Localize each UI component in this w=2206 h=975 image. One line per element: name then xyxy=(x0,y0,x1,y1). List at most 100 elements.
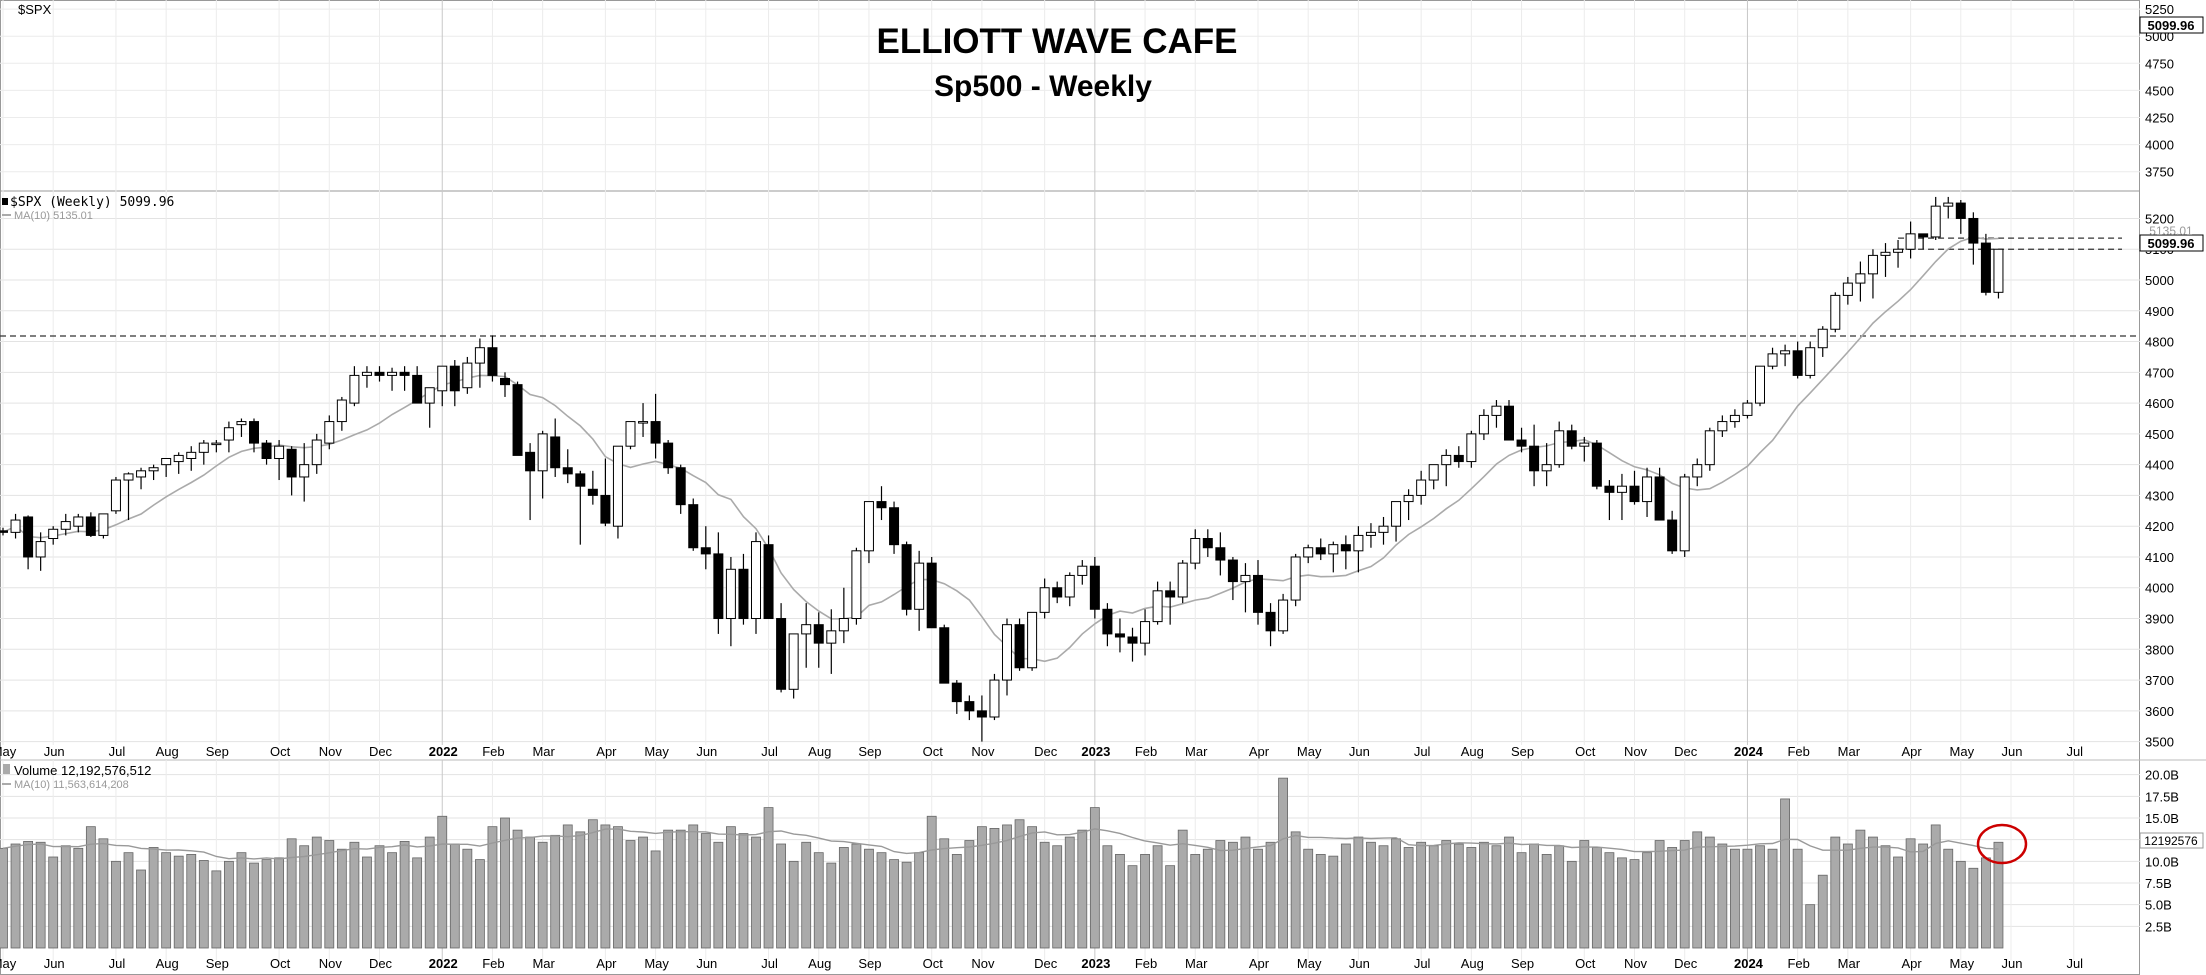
candle-up xyxy=(1190,538,1201,564)
volume-bar xyxy=(1115,854,1125,949)
candle xyxy=(1152,581,1163,625)
volume-bar xyxy=(35,841,46,949)
candle xyxy=(1202,529,1213,557)
volume-x-label: 2023 xyxy=(1081,956,1110,971)
volume-bar xyxy=(462,848,473,949)
volume-bar xyxy=(713,841,724,949)
candle xyxy=(1240,563,1251,613)
candle xyxy=(374,366,385,382)
candle-up xyxy=(989,679,1000,718)
candle xyxy=(474,338,485,388)
candle xyxy=(1140,609,1151,656)
candle xyxy=(1830,292,1841,333)
candle-up xyxy=(48,528,59,540)
volume-bar xyxy=(1717,843,1728,949)
price-candles xyxy=(0,196,2004,742)
volume-bar xyxy=(977,826,987,949)
candle xyxy=(1943,196,1954,219)
candle-down xyxy=(876,501,887,509)
candle-down xyxy=(1014,624,1025,669)
candle xyxy=(123,472,134,521)
candle-up xyxy=(1579,442,1590,447)
price-x-label: May xyxy=(1297,744,1322,759)
candle xyxy=(1340,535,1351,570)
candle xyxy=(1955,200,1966,234)
volume-x-label: 2022 xyxy=(429,956,458,971)
symbol-label: $SPX xyxy=(18,2,52,17)
candle-up xyxy=(1077,565,1088,576)
volume-bar xyxy=(738,833,749,949)
volume-bar xyxy=(989,828,1000,949)
candle-up xyxy=(1767,353,1778,367)
volume-bar xyxy=(675,829,686,949)
candle xyxy=(688,498,699,551)
volume-bar xyxy=(864,848,874,949)
candle xyxy=(1679,473,1690,557)
candle-up xyxy=(1064,574,1075,598)
candle xyxy=(1102,603,1113,647)
volume-bar xyxy=(1604,852,1615,949)
volume-x-label: Oct xyxy=(923,956,944,971)
price-legend-icon xyxy=(2,198,8,205)
candle-up xyxy=(211,442,222,446)
candle xyxy=(537,430,548,499)
candle-up xyxy=(1704,430,1715,466)
volume-highlight-circle xyxy=(1976,823,2028,865)
volume-bar xyxy=(1202,848,1213,949)
price-tick-label: 3600 xyxy=(2145,704,2174,719)
volume-x-label: Nov xyxy=(1624,956,1648,971)
candle-up xyxy=(1755,365,1765,404)
candle-down xyxy=(85,516,96,536)
candle-down xyxy=(1566,430,1577,447)
candle-down xyxy=(562,467,573,475)
candle xyxy=(713,532,724,634)
upper-tick-label: 4250 xyxy=(2145,111,2174,126)
price-x-label: Jul xyxy=(761,744,778,759)
candle xyxy=(1391,501,1402,542)
candle-down xyxy=(713,553,724,620)
volume-bar xyxy=(613,826,623,949)
volume-bar xyxy=(1981,857,1991,949)
volume-legend-ma: MA(10) 11,563,614,208 xyxy=(14,779,129,791)
candle xyxy=(161,457,172,477)
candle xyxy=(1215,532,1226,576)
volume-x-label: Feb xyxy=(1787,956,1809,971)
volume-tick-label: 15.0B xyxy=(2145,811,2179,826)
volume-bars xyxy=(0,777,2004,949)
price-last-label: 5099.96 xyxy=(2148,236,2195,251)
candle-up xyxy=(474,347,485,364)
volume-bar xyxy=(1453,843,1464,949)
candle-up xyxy=(136,470,147,478)
candle xyxy=(1428,464,1439,490)
candle xyxy=(600,458,611,527)
candle xyxy=(449,360,460,407)
candle-up xyxy=(625,421,636,447)
volume-x-label: Jul xyxy=(2066,956,2083,971)
candle-down xyxy=(1340,544,1351,552)
candle xyxy=(1566,424,1577,450)
upper-tick-label: 3750 xyxy=(2145,165,2174,180)
candle-down xyxy=(1089,565,1100,610)
volume-bar xyxy=(550,834,561,949)
volume-bar xyxy=(0,847,8,949)
candle xyxy=(675,464,686,514)
volume-bar xyxy=(1955,860,1966,949)
volume-tick-label: 10.0B xyxy=(2145,854,2179,869)
grid-lines xyxy=(0,0,2140,960)
candle-up xyxy=(1805,347,1816,376)
candle-up xyxy=(1441,454,1452,466)
support-lines xyxy=(0,237,2140,337)
volume-bar xyxy=(1918,843,1929,949)
volume-bar xyxy=(1767,848,1778,949)
volume-tick-label: 5.0B xyxy=(2145,898,2172,913)
candle-down xyxy=(901,544,912,610)
volume-bar xyxy=(299,845,310,949)
price-x-label: Aug xyxy=(1461,744,1484,759)
volume-bar xyxy=(726,826,736,949)
candle-down xyxy=(1591,442,1602,487)
volume-bar xyxy=(763,807,774,949)
volume-bar xyxy=(1002,824,1012,949)
volume-bar xyxy=(1930,824,1941,949)
candle-up xyxy=(198,442,209,453)
volume-bar xyxy=(650,850,661,949)
